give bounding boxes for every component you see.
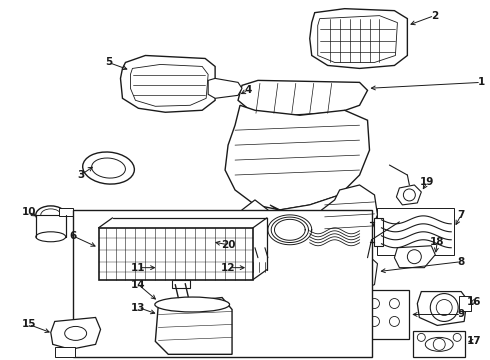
Ellipse shape: [36, 206, 66, 224]
Text: 5: 5: [105, 58, 112, 67]
Circle shape: [436, 300, 452, 315]
Bar: [36, 215, 66, 237]
Polygon shape: [228, 200, 270, 265]
Polygon shape: [377, 208, 454, 255]
Ellipse shape: [165, 259, 195, 276]
Bar: [98, 228, 253, 280]
Polygon shape: [238, 80, 368, 115]
Text: 20: 20: [221, 240, 235, 250]
Polygon shape: [417, 292, 467, 325]
Ellipse shape: [83, 152, 134, 184]
Ellipse shape: [155, 297, 229, 312]
Bar: [73, 210, 371, 357]
Text: 15: 15: [22, 319, 36, 329]
Bar: [55, 347, 74, 357]
Polygon shape: [51, 318, 100, 349]
Text: 1: 1: [477, 77, 485, 87]
Circle shape: [433, 338, 445, 350]
Bar: [414, 332, 465, 357]
Polygon shape: [337, 255, 377, 292]
Polygon shape: [155, 298, 232, 354]
Text: 10: 10: [22, 207, 36, 217]
Ellipse shape: [65, 327, 87, 340]
Ellipse shape: [425, 337, 453, 351]
Text: 6: 6: [69, 231, 76, 241]
Circle shape: [430, 293, 458, 321]
Polygon shape: [155, 250, 205, 285]
Bar: [459, 296, 471, 311]
Circle shape: [417, 333, 425, 341]
Bar: [248, 258, 276, 276]
Circle shape: [453, 333, 461, 341]
Text: 4: 4: [245, 85, 252, 95]
Polygon shape: [130, 64, 208, 106]
Ellipse shape: [92, 158, 125, 178]
Bar: [373, 218, 384, 246]
Text: 2: 2: [431, 11, 438, 21]
Text: 11: 11: [131, 263, 146, 273]
Ellipse shape: [41, 209, 61, 221]
Text: 18: 18: [430, 237, 444, 247]
Ellipse shape: [346, 263, 368, 280]
Circle shape: [390, 316, 399, 327]
Text: 3: 3: [77, 170, 84, 180]
Text: 16: 16: [467, 297, 481, 306]
Polygon shape: [335, 312, 368, 334]
Text: 9: 9: [458, 310, 465, 319]
Text: 19: 19: [420, 177, 435, 187]
Circle shape: [407, 250, 421, 264]
Circle shape: [403, 189, 416, 201]
Circle shape: [369, 316, 379, 327]
Polygon shape: [270, 195, 344, 218]
Ellipse shape: [36, 232, 66, 242]
Polygon shape: [325, 289, 409, 339]
Text: 13: 13: [131, 302, 146, 312]
Polygon shape: [225, 105, 369, 210]
Polygon shape: [335, 294, 368, 315]
Polygon shape: [318, 15, 397, 62]
Bar: [59, 208, 73, 216]
Bar: [168, 280, 192, 289]
Polygon shape: [177, 232, 220, 256]
Polygon shape: [208, 78, 242, 98]
Polygon shape: [318, 185, 377, 248]
Polygon shape: [310, 9, 407, 68]
Text: 8: 8: [458, 257, 465, 267]
Circle shape: [369, 298, 379, 309]
Circle shape: [390, 298, 399, 309]
Polygon shape: [394, 246, 435, 268]
Text: 7: 7: [458, 210, 465, 220]
Text: 14: 14: [131, 280, 146, 289]
Polygon shape: [396, 185, 421, 205]
Bar: [172, 280, 190, 288]
Text: 12: 12: [221, 263, 235, 273]
Polygon shape: [181, 236, 214, 255]
Polygon shape: [121, 55, 215, 112]
Text: 17: 17: [467, 336, 482, 346]
